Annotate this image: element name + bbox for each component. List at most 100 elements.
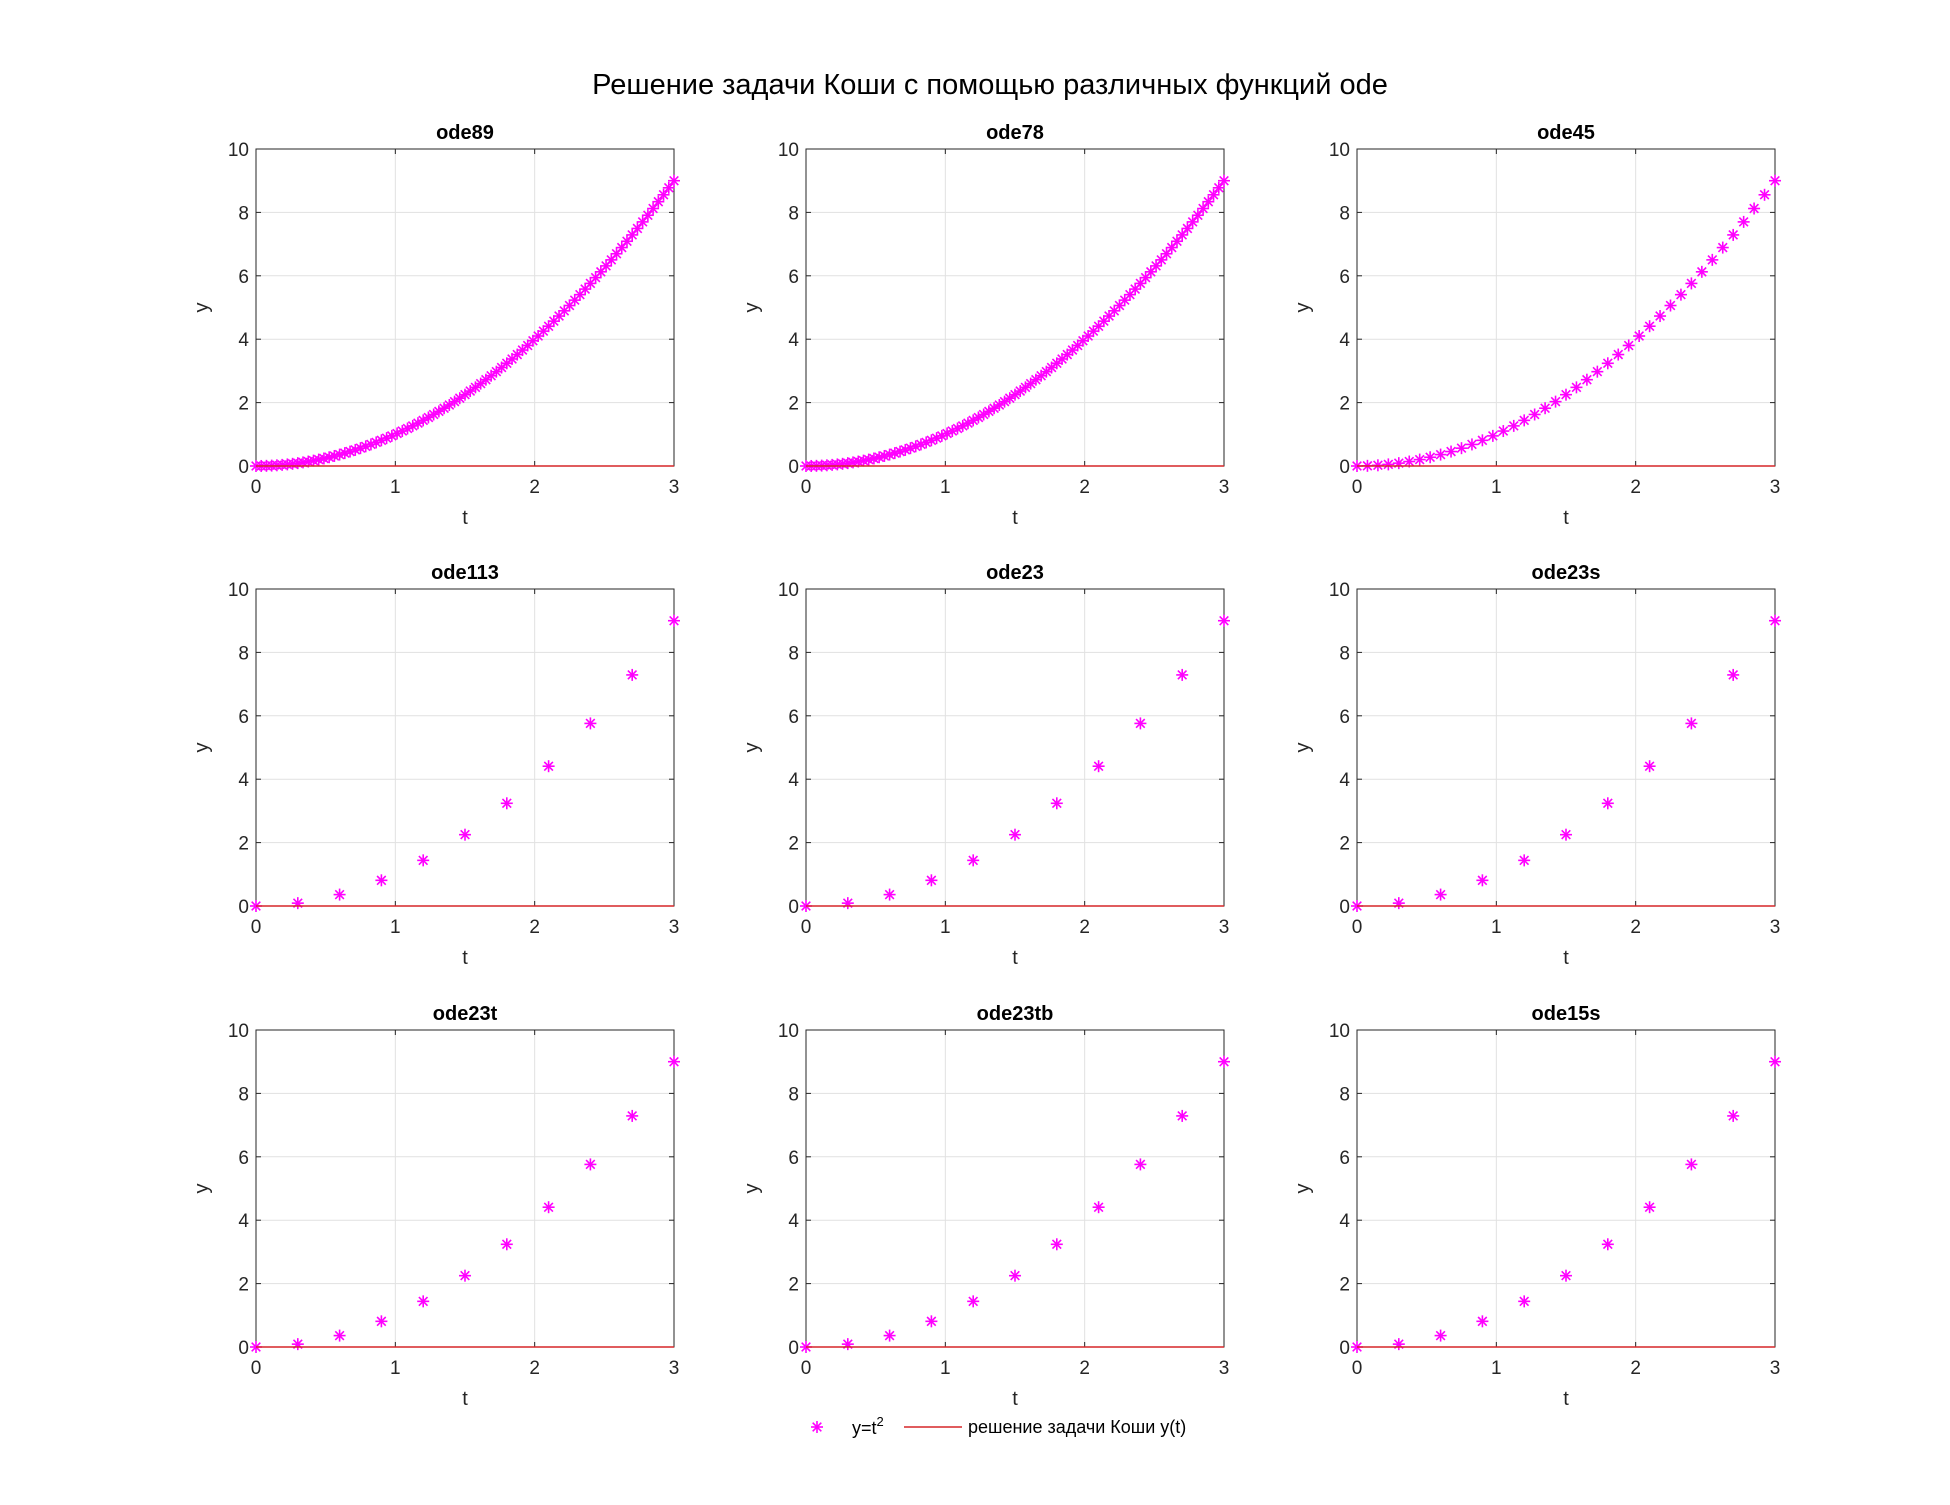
data-point-marker <box>375 874 388 887</box>
data-point-marker <box>1092 1201 1105 1214</box>
data-point-marker <box>375 1315 388 1328</box>
data-point-marker <box>1674 288 1687 301</box>
y-axis-label: y <box>1292 1184 1314 1194</box>
data-point-marker <box>1170 235 1183 248</box>
data-point-marker <box>1727 1109 1740 1122</box>
y-tick-label: 10 <box>778 1021 799 1042</box>
data-point-marker <box>417 854 430 867</box>
data-point-marker <box>1539 402 1552 415</box>
data-point-marker <box>935 429 948 442</box>
x-axis-label: t <box>462 1388 468 1410</box>
x-tick-label: 0 <box>251 477 262 498</box>
data-point-marker <box>668 174 680 187</box>
data-point-marker <box>1160 247 1173 260</box>
data-point-marker <box>1176 1109 1189 1122</box>
x-tick-label: 1 <box>1491 1358 1502 1379</box>
data-point-marker <box>925 874 938 887</box>
plot-area <box>806 589 1224 906</box>
y-tick-label: 0 <box>1339 897 1350 918</box>
x-tick-label: 0 <box>1352 1358 1363 1379</box>
x-tick-label: 1 <box>390 477 401 498</box>
data-point-marker <box>542 760 555 773</box>
data-point-marker <box>1727 668 1740 681</box>
data-point-marker <box>626 1109 639 1122</box>
data-point-marker <box>1612 348 1625 361</box>
data-point-marker <box>1601 357 1614 370</box>
y-tick-label: 8 <box>788 203 799 224</box>
data-point-marker <box>1570 381 1583 394</box>
data-point-marker <box>1643 760 1656 773</box>
x-tick-label: 2 <box>1630 917 1641 938</box>
subplot-title: ode23tb <box>977 1003 1054 1025</box>
y-tick-label: 0 <box>238 897 249 918</box>
x-tick-label: 1 <box>940 917 951 938</box>
data-point-marker <box>1009 1269 1021 1282</box>
legend-box <box>800 1410 1200 1446</box>
y-tick-label: 6 <box>238 267 249 288</box>
data-point-marker <box>841 1338 854 1351</box>
x-tick-label: 3 <box>1219 1358 1230 1379</box>
data-point-marker <box>1716 241 1729 254</box>
data-point-marker <box>1050 797 1063 810</box>
y-tick-label: 2 <box>238 1275 249 1296</box>
data-point-marker <box>584 717 597 730</box>
y-tick-label: 10 <box>778 580 799 601</box>
subplot-ode45: 0 1 2 3 0 2 4 6 8 10 ode45 t y <box>1292 122 1781 529</box>
legend-marker-asterisk-icon <box>811 1421 823 1433</box>
subplot-title: ode15s <box>1532 1003 1601 1025</box>
data-point-marker <box>1092 760 1105 773</box>
data-point-marker <box>459 828 471 841</box>
data-point-marker <box>1392 897 1405 910</box>
x-tick-label: 2 <box>1079 477 1090 498</box>
y-tick-label: 6 <box>238 1148 249 1169</box>
data-point-marker <box>542 1201 555 1214</box>
y-tick-label: 10 <box>1329 580 1350 601</box>
data-point-marker <box>1455 442 1468 455</box>
data-point-marker <box>1518 414 1531 427</box>
y-tick-label: 8 <box>788 643 799 664</box>
x-tick-label: 3 <box>1219 477 1230 498</box>
data-point-marker <box>385 429 398 442</box>
y-tick-label: 8 <box>238 1084 249 1105</box>
data-point-marker <box>1218 1055 1230 1068</box>
data-point-marker <box>411 417 424 430</box>
x-axis-label: t <box>462 507 468 529</box>
data-point-marker <box>652 195 665 208</box>
data-point-marker <box>1560 828 1572 841</box>
y-tick-label: 8 <box>238 203 249 224</box>
subplot-ode23tb: 0 1 2 3 0 2 4 6 8 10 ode23tb t y <box>741 1003 1230 1410</box>
data-point-marker <box>1176 228 1189 241</box>
data-point-marker <box>1218 614 1230 627</box>
x-tick-label: 3 <box>669 917 680 938</box>
data-point-marker <box>1476 874 1489 887</box>
x-tick-label: 2 <box>529 917 540 938</box>
data-point-marker <box>1769 614 1781 627</box>
data-point-marker <box>982 405 995 418</box>
y-tick-label: 6 <box>1339 707 1350 728</box>
data-point-marker <box>1518 1295 1531 1308</box>
x-axis-label: t <box>1563 947 1569 969</box>
data-point-marker <box>291 897 304 910</box>
x-tick-label: 3 <box>669 1358 680 1379</box>
data-point-marker <box>1212 181 1225 194</box>
data-point-marker <box>417 1295 430 1308</box>
y-tick-label: 4 <box>788 1211 799 1232</box>
data-point-marker <box>1528 408 1541 421</box>
data-point-marker <box>500 1238 513 1251</box>
data-point-marker <box>668 1055 680 1068</box>
data-point-marker <box>636 215 649 228</box>
data-point-marker <box>1392 457 1405 470</box>
data-point-marker <box>459 1269 471 1282</box>
y-tick-label: 0 <box>238 457 249 478</box>
data-point-marker <box>1191 209 1204 222</box>
data-point-marker <box>1202 195 1215 208</box>
subplot-ode78: 0 1 2 3 0 2 4 6 8 10 ode78 t y <box>741 122 1230 529</box>
legend-entry-1-text: y=t <box>852 1418 877 1438</box>
x-axis-label: t <box>1563 1388 1569 1410</box>
data-point-marker <box>1769 1055 1781 1068</box>
plot-area <box>1357 149 1775 466</box>
data-point-marker <box>946 425 959 438</box>
data-point-marker <box>967 854 980 867</box>
